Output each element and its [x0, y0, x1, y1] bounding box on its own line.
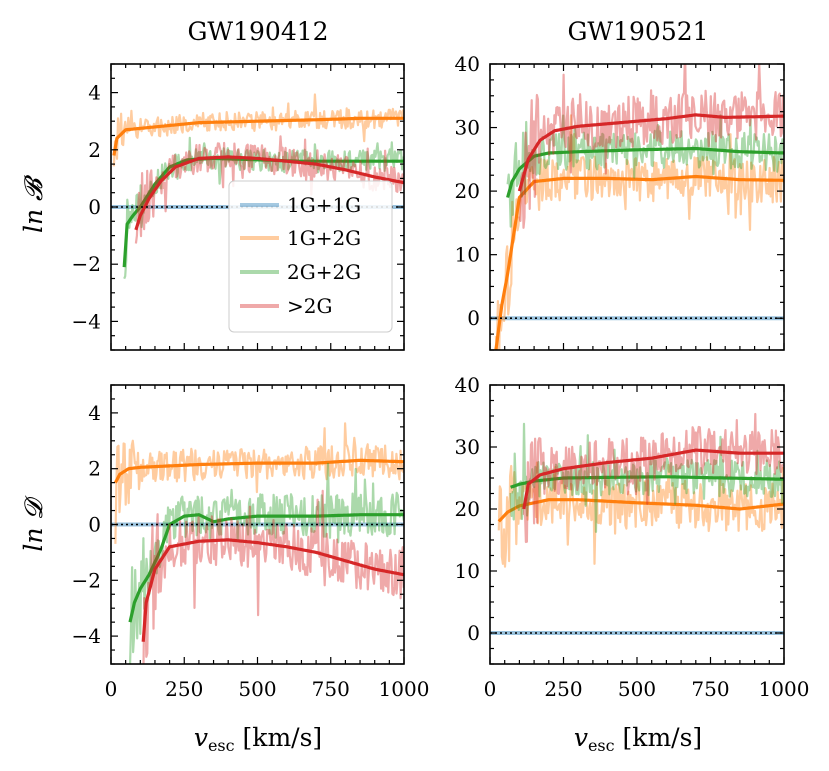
- panel-3-series: [490, 412, 784, 635]
- panel-2-xtick-label: 500: [238, 677, 276, 701]
- panel-0-ytick-label: −4: [72, 309, 101, 333]
- panel-0-ytick-label: 2: [88, 138, 101, 162]
- legend-box: [228, 180, 393, 333]
- panel-3-series-1g-2g-mean: [497, 498, 784, 523]
- panel-1-ytick-label: 10: [455, 243, 480, 267]
- plot-layer: [111, 64, 784, 664]
- panel-2-ytick-label: 2: [88, 457, 101, 481]
- panel-0-ytick-label: −2: [72, 252, 101, 276]
- panel-0-series-gt2g-noisy: [134, 135, 404, 244]
- panel-3-ytick-label: 40: [455, 373, 480, 397]
- panel-3-ytick-label: 10: [455, 559, 480, 583]
- panel-3-xtick-label: 750: [691, 677, 729, 701]
- panel-2-ytick-label: 0: [88, 513, 101, 537]
- legend-label-4: >2G: [287, 294, 332, 318]
- panel-3-ytick-label: 20: [455, 497, 480, 521]
- panel-2-series-gt2g-mean: [141, 538, 404, 642]
- panel-2-ytick-label: −4: [72, 624, 101, 648]
- panel-0-ytick-label: 0: [88, 195, 101, 219]
- panel-2-series-1g-2g-mean: [114, 458, 404, 484]
- panel-3-xtick-label: 0: [484, 677, 497, 701]
- panel-3-xtick-label: 250: [544, 677, 582, 701]
- panel-1-ytick-label: 0: [467, 306, 480, 330]
- panel-0-ytick-label: 4: [88, 81, 101, 105]
- panel-1-series-gt2g-noisy: [518, 64, 784, 229]
- panel-2-series-gt2g-noisy: [142, 489, 404, 664]
- panel-2-series: [111, 422, 404, 664]
- panel-1-ytick-label: 20: [455, 179, 480, 203]
- xlabel-right: vesc [km/s]: [574, 723, 702, 755]
- panel-3-ytick-label: 0: [467, 621, 480, 645]
- panel-2-ytick-label: 4: [88, 401, 101, 425]
- panel-3-series-gt2g-mean: [522, 448, 784, 510]
- legend-label-1: 1G+1G: [287, 193, 361, 217]
- ylabel-top: ln 𝓑: [19, 174, 48, 233]
- xlabel-left: vesc [km/s]: [194, 723, 322, 755]
- panel-2-xtick-label: 0: [105, 677, 118, 701]
- panel-2-series-2g-2g-mean: [128, 513, 404, 623]
- panel-1-ytick-label: 30: [455, 116, 480, 140]
- title-right: GW190521: [567, 17, 708, 46]
- panel-1-series-1g-2g-noisy: [494, 114, 784, 350]
- panel-2-ytick-label: −2: [72, 568, 101, 592]
- panel-1-series: [490, 64, 784, 350]
- panel-1-series-gt2g-mean: [517, 113, 784, 192]
- panel-2-xtick-label: 750: [312, 677, 350, 701]
- panel-1-series-2g-2g-noisy: [506, 114, 784, 228]
- panel-0-series-1g-2g-mean: [112, 116, 404, 156]
- panel-3-xtick-label: 500: [618, 677, 656, 701]
- panel-3-series-2g-2g-noisy: [509, 422, 784, 534]
- panel-3-series-2g-2g-mean: [510, 475, 784, 489]
- panel-1-series-2g-2g-mean: [506, 146, 784, 198]
- panel-2-xtick-label: 250: [165, 677, 203, 701]
- legend-label-2: 1G+2G: [287, 226, 361, 250]
- legend-label-3: 2G+2G: [287, 260, 361, 284]
- panel-0-series-gt2g-mean: [134, 155, 404, 231]
- panel-1-series-1g-2g-mean: [494, 174, 784, 350]
- panel-1-ytick-label: 40: [455, 52, 480, 76]
- panel-3-ytick-label: 30: [455, 435, 480, 459]
- legend: 1G+1G 1G+2G 2G+2G >2G: [228, 180, 393, 333]
- panel-3-xtick-label: 1000: [759, 677, 810, 701]
- panel-2-xtick-label: 1000: [379, 677, 430, 701]
- title-left: GW190412: [187, 17, 328, 46]
- ylabel-bottom: ln 𝓓: [19, 495, 48, 552]
- panel-0-series: [111, 93, 404, 280]
